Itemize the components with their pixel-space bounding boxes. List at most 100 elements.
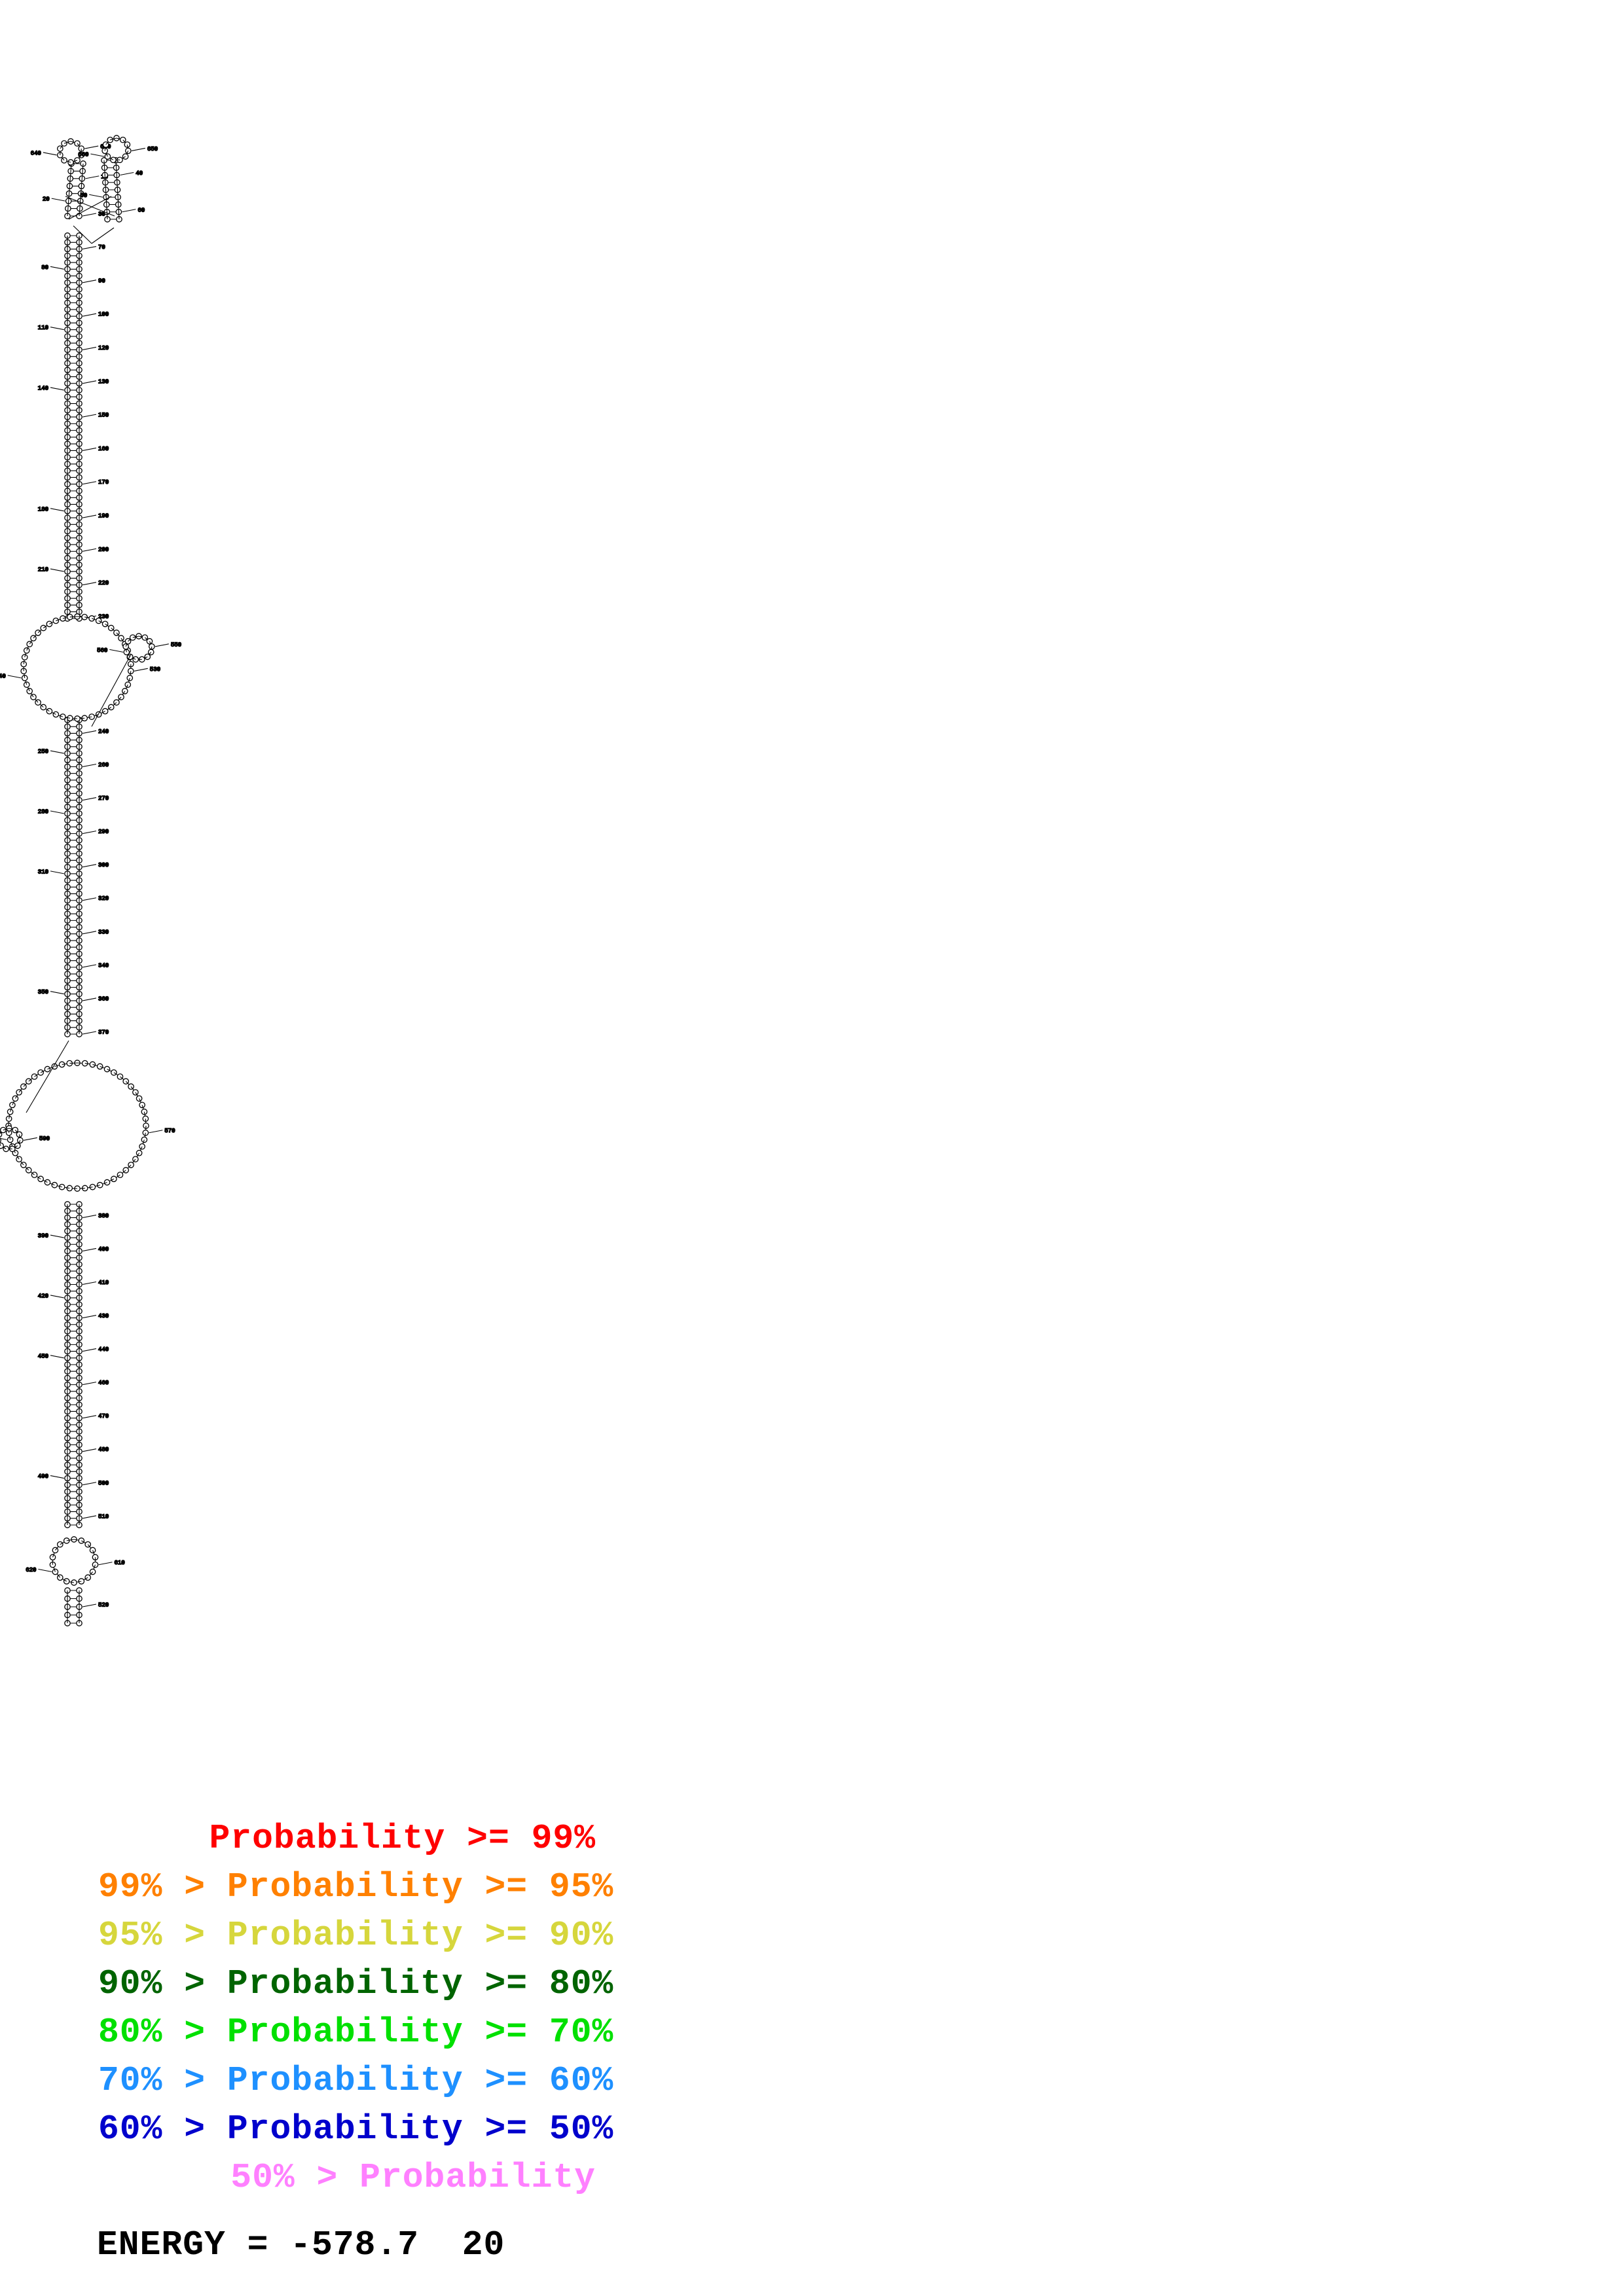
backbone-line (82, 763, 97, 768)
backbone-line (117, 189, 119, 198)
backbone-line (117, 182, 119, 190)
backbone-line (82, 380, 97, 384)
backbone-line (69, 186, 70, 194)
legend-row: 99% > Probability >= 95% (98, 1867, 614, 1907)
backbone-line (50, 568, 64, 572)
base-number-label: 310 (38, 869, 48, 875)
base-number-label: 480 (98, 1446, 109, 1453)
base-number-label: 500 (98, 1480, 109, 1486)
backbone-line (134, 668, 148, 672)
backbone-line (66, 1539, 75, 1541)
base-number-label: 290 (98, 829, 109, 835)
backbone-line (82, 1515, 97, 1519)
base-number-label: 450 (38, 1353, 48, 1359)
base-number-label: 100 (98, 312, 109, 318)
backbone-line (50, 870, 64, 874)
base-number-label: 390 (38, 1233, 48, 1240)
backbone-line (82, 964, 97, 968)
base-number-label: 190 (98, 513, 109, 520)
nucleotide (26, 688, 33, 694)
backbone-line (43, 152, 57, 156)
backbone-line (51, 198, 65, 202)
nucleotide (74, 157, 81, 164)
backbone-line (105, 182, 107, 190)
nucleotide (0, 1126, 7, 1134)
backbone-line (0, 1143, 1, 1146)
backbone-line (89, 194, 103, 198)
backbone-line (110, 137, 117, 141)
backbone-line (82, 1315, 97, 1319)
base-number-label: 370 (98, 1030, 109, 1036)
base-number-label: 400 (98, 1246, 109, 1253)
backbone-line (82, 481, 97, 485)
base-number-label: 620 (26, 1567, 36, 1573)
backbone-line (82, 447, 97, 451)
base-number-label: 230 (98, 614, 109, 620)
backbone-line (3, 1128, 10, 1131)
base-number-label: 460 (98, 1380, 109, 1386)
backbone-line (155, 643, 169, 647)
backbone-line (82, 582, 97, 586)
backbone-line (67, 208, 69, 217)
backbone-line (131, 147, 145, 151)
backbone-line (50, 1295, 64, 1299)
backbone-line (64, 141, 71, 144)
backbone-line (82, 1031, 97, 1035)
backbone-line (91, 654, 132, 727)
backbone-line (82, 1348, 97, 1352)
base-number-label: 30 (98, 211, 105, 218)
backbone-line (115, 160, 117, 168)
base-number-label: 470 (98, 1413, 109, 1420)
base-number-label: 240 (98, 728, 109, 735)
backbone-line (98, 1562, 113, 1566)
backbone-line (82, 245, 97, 250)
backbone-line (82, 831, 97, 834)
base-number-label: 410 (98, 1280, 109, 1286)
base-number-label: 510 (98, 1513, 109, 1520)
legend-row: 95% > Probability >= 90% (98, 1916, 614, 1955)
backbone-line (85, 175, 100, 179)
base-number-label: 610 (114, 1560, 124, 1566)
base-number-label: 440 (98, 1346, 109, 1353)
backbone-line (50, 810, 64, 814)
backbone-line (82, 1604, 97, 1607)
base-number-label: 320 (98, 895, 109, 902)
base-number-label: 430 (98, 1313, 109, 1319)
backbone-line (105, 189, 107, 198)
backbone-line (149, 1130, 163, 1134)
backbone-line (82, 548, 97, 552)
base-number-label: 170 (98, 479, 109, 486)
nucleotide (44, 1066, 51, 1073)
backbone-line (26, 1040, 69, 1113)
base-number-label: 650 (147, 146, 158, 152)
nucleotide (30, 694, 37, 700)
nucleotide (37, 1069, 44, 1076)
backbone-line (50, 327, 64, 331)
nucleotide (44, 1179, 51, 1186)
backbone-line (23, 1137, 37, 1141)
backbone-line (84, 145, 99, 149)
base-number-label: 530 (150, 666, 160, 673)
backbone-line (79, 208, 81, 217)
backbone-line (122, 209, 136, 213)
backbone-line (69, 1062, 78, 1064)
base-number-label: 540 (0, 673, 6, 679)
backbone-line (103, 160, 105, 168)
base-number-label: 350 (38, 989, 48, 996)
backbone-line (82, 163, 84, 171)
backbone-line (82, 864, 97, 868)
base-number-label: 120 (98, 345, 109, 351)
backbone-line (69, 178, 71, 187)
base-number-label: 660 (78, 152, 88, 158)
base-number-label: 150 (98, 412, 109, 419)
base-number-label: 330 (98, 929, 109, 935)
backbone-line (50, 508, 64, 512)
backbone-line (38, 1568, 52, 1573)
backbone-line (50, 750, 64, 754)
base-number-label: 180 (38, 506, 48, 512)
nucleotide (51, 1181, 58, 1189)
base-number-label: 570 (164, 1128, 175, 1134)
backbone-line (82, 1482, 97, 1486)
backbone-line (132, 636, 139, 638)
